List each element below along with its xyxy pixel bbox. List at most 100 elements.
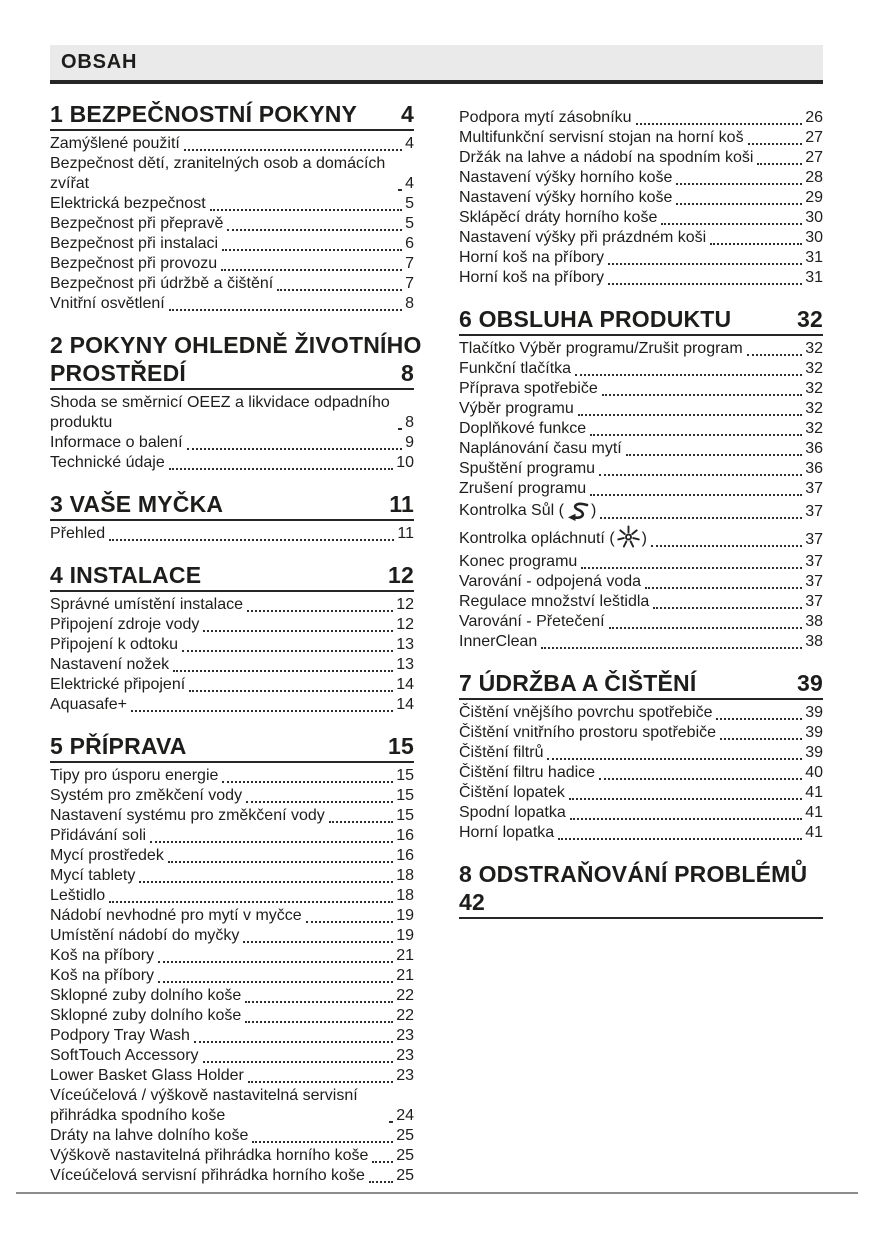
dot-leader [607, 263, 803, 265]
toc-entry-label: Systém pro změkčení vody [50, 787, 243, 804]
toc-entry-page-number: 7 [405, 255, 414, 272]
toc-entry: Horní koš na příbory 31 [459, 248, 823, 268]
toc-section: 2 POKYNY OHLEDNĚ ŽIVOTNÍHO PROSTŘEDÍ 8 Shod… [50, 331, 421, 473]
toc-entry-page-number: 28 [805, 169, 823, 186]
section-heading: 1 BEZPEČNOSTNÍ POKYNY 4 [50, 100, 414, 128]
section-page-number: 15 [388, 733, 414, 759]
section-heading: 2 POKYNY OHLEDNĚ ŽIVOTNÍHO PROSTŘEDÍ 8 [50, 331, 421, 387]
dot-leader [575, 374, 803, 376]
toc-entry-page-number: 32 [805, 380, 823, 397]
dot-leader [569, 818, 803, 820]
toc-entry: Dráty na lahve dolního koše 25 [50, 1126, 414, 1146]
toc-entry-label: Nastavení nožek [50, 656, 170, 673]
dot-leader [168, 309, 403, 311]
dot-leader [109, 539, 395, 541]
toc-entry: Doplňkové funkce 32 [459, 419, 823, 439]
dot-leader [635, 123, 803, 125]
toc-entry-page-number: 15 [396, 807, 414, 824]
toc-entry: Přidávání soli 16 [50, 826, 414, 846]
toc-entry-label: Naplánování času mytí [459, 440, 622, 457]
toc-entry-page-number: 32 [805, 340, 823, 357]
toc-entry: Shoda se směrnicí OEEZ a likvidace odpad… [50, 393, 414, 433]
toc-entry: Multifunkční servisní stojan na horní ko… [459, 128, 823, 148]
toc-entry-page-number: 39 [805, 704, 823, 721]
toc-entry-page-number: 36 [805, 460, 823, 477]
section-page-number: 32 [797, 306, 823, 332]
toc-entry-page-number: 37 [805, 480, 823, 497]
dot-leader [277, 289, 403, 291]
toc-entry-page-number: 24 [396, 1107, 414, 1124]
dot-leader [328, 821, 394, 823]
dot-leader [247, 610, 394, 612]
toc-entry: Lower Basket Glass Holder 23 [50, 1066, 414, 1086]
toc-entry-page-number: 32 [805, 360, 823, 377]
toc-entry-label: Koš na příbory [50, 967, 155, 984]
toc-entry-page-number: 4 [405, 135, 414, 152]
toc-entry-page-number: 12 [396, 616, 414, 633]
toc-entry-page-number: 12 [396, 596, 414, 613]
toc-entry-label: Zrušení programu [459, 480, 587, 497]
toc-entry-page-number: 37 [805, 503, 823, 520]
toc-entry-label: Multifunkční servisní stojan na horní ko… [459, 129, 744, 146]
toc-entry-label: Regulace množství leštidla [459, 593, 650, 610]
toc-entry-label: Sklopné zuby dolního koše [50, 1007, 242, 1024]
toc-entry: Nastavení výšky při prázdném koši 30 [459, 228, 823, 248]
toc-entry: Nastavení nožek 13 [50, 655, 414, 675]
dot-leader [747, 143, 803, 145]
dot-leader [221, 269, 403, 271]
dot-leader [247, 1081, 394, 1083]
toc-entry-label: Čištění filtru hadice [459, 764, 596, 781]
section-heading: 4 INSTALACE 12 [50, 561, 414, 589]
toc-entry-page-number: 7 [405, 275, 414, 292]
dot-leader [547, 758, 803, 760]
toc-entry: Zamýšlené použití 4 [50, 134, 414, 154]
toc-entry: Elektrická bezpečnost 5 [50, 194, 414, 214]
toc-entry: Držák na lahve a nádobí na spodním koši 2… [459, 148, 823, 168]
toc-entry-page-number: 27 [805, 149, 823, 166]
toc-entry-label: Mycí tablety [50, 867, 136, 884]
toc-entry-label: Spodní lopatka [459, 804, 566, 821]
toc-entry-page-number: 38 [805, 633, 823, 650]
toc-entry-page-number: 27 [805, 129, 823, 146]
section-heading-rule [459, 917, 823, 919]
dot-leader [590, 494, 803, 496]
toc-entry-label: Přehled [50, 525, 106, 542]
dot-leader [710, 243, 803, 245]
toc-entry-page-number: 19 [396, 927, 414, 944]
toc-entry: Elektrické připojení 14 [50, 675, 414, 695]
dot-leader [590, 434, 803, 436]
dot-leader [202, 1061, 394, 1063]
section-heading: 7 ÚDRŽBA A ČIŠTĚNÍ 39 [459, 669, 823, 697]
toc-columns: 1 BEZPEČNOSTNÍ POKYNY 4 Zamýšlené použití 4… [50, 100, 823, 1186]
toc-section: 6 OBSLUHA PRODUKTU 32 Tlačítko Výběr progr… [459, 305, 823, 652]
section-heading-line: 8 ODSTRAŇOVÁNÍ PROBLÉMŮ [459, 860, 823, 888]
toc-entry-label: Mycí prostředek [50, 847, 164, 864]
dot-leader [398, 428, 403, 430]
toc-entry-label: Varování - odpojená voda [459, 573, 642, 590]
salt-indicator-icon [565, 501, 590, 522]
toc-column-right: Podpora mytí zásobníku 26 Multifunkční ser… [459, 100, 823, 1186]
toc-entry-label-post: ) [641, 530, 647, 547]
toc-entry-label: Nádobí nevhodné pro mytí v myčce [50, 907, 302, 924]
toc-entry-label: Zamýšlené použití [50, 135, 180, 152]
toc-entry-page-number: 32 [805, 420, 823, 437]
toc-entry-page-number: 15 [396, 787, 414, 804]
toc-entry-label: Horní lopatka [459, 824, 555, 841]
toc-entry-label: Horní koš na příbory [459, 269, 604, 286]
toc-entry-page-number: 22 [396, 987, 414, 1004]
toc-entry-page-number: 25 [396, 1167, 414, 1184]
toc-entry-label: Připojení k odtoku [50, 636, 179, 653]
toc-entry-label: Držák na lahve a nádobí na spodním koši [459, 149, 754, 166]
toc-entry-page-number: 5 [405, 195, 414, 212]
toc-entry-page-number: 13 [396, 656, 414, 673]
section-title: 4 INSTALACE [50, 562, 202, 588]
dot-leader [368, 1181, 394, 1183]
toc-entry: Vnitřní osvětlení 8 [50, 294, 414, 314]
toc-section: 8 ODSTRAŇOVÁNÍ PROBLÉMŮ 42 [459, 860, 823, 919]
section-heading-line: PROSTŘEDÍ 8 [50, 359, 414, 387]
section-page-number: 39 [797, 670, 823, 696]
toc-entry: Čištění lopatek 41 [459, 783, 823, 803]
toc-entry-label: Shoda se směrnicí OEEZ a likvidace odpad… [50, 394, 390, 431]
toc-entry-label: Přidávání soli [50, 827, 147, 844]
toc-entry-page-number: 5 [405, 215, 414, 232]
